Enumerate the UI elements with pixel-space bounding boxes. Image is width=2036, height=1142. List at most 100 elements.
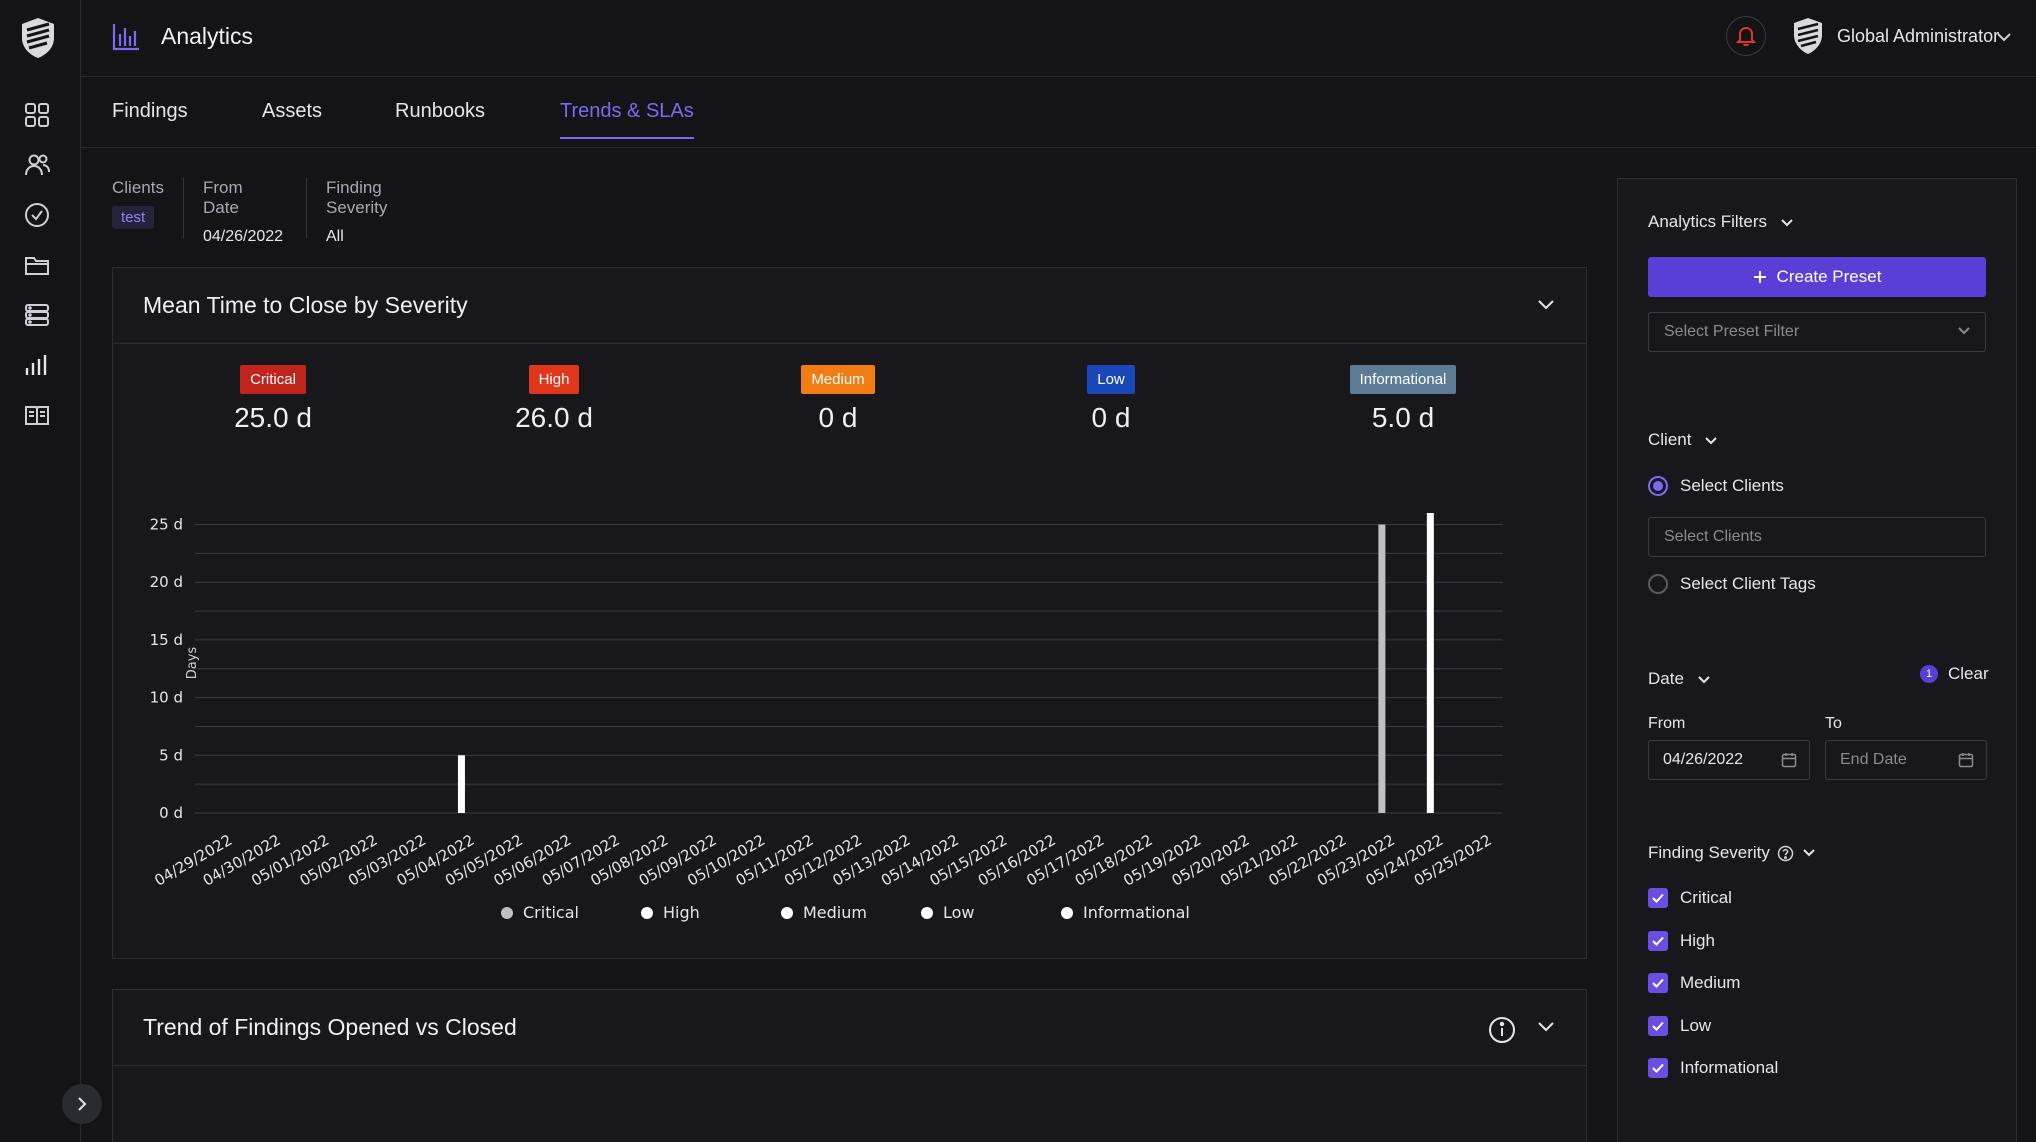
- severity-badge: Medium: [801, 365, 875, 394]
- analytics-filters-title: Analytics Filters: [1648, 212, 1768, 231]
- from-date-value: 04/26/2022: [1663, 751, 1744, 768]
- checkbox-checked[interactable]: [1648, 931, 1668, 951]
- severity-metric-informational: Informational 5.0 d: [1303, 365, 1503, 434]
- severity-option-label: Low: [1680, 1016, 1712, 1035]
- client-section-title: Client: [1648, 430, 1692, 449]
- analytics-filters-toggle[interactable]: Analytics Filters: [1648, 212, 1794, 232]
- card-title: Mean Time to Close by Severity: [143, 292, 468, 318]
- database-list-icon[interactable]: [23, 301, 51, 329]
- radio-selected[interactable]: [1648, 476, 1668, 496]
- user-avatar-shield-icon[interactable]: [1791, 16, 1825, 56]
- from-label: From: [1648, 715, 1686, 732]
- shield-logo-icon[interactable]: [18, 16, 58, 60]
- date-section-toggle[interactable]: Date: [1648, 669, 1711, 689]
- check-icon: [1652, 978, 1664, 988]
- severity-option-label: High: [1680, 931, 1715, 950]
- card-header[interactable]: Trend of Findings Opened vs Closed: [113, 990, 1586, 1066]
- y-tick-label: 20 d: [150, 573, 183, 591]
- clear-label: Clear: [1948, 664, 1989, 683]
- legend-label: Informational: [1083, 903, 1190, 922]
- from-date-input[interactable]: 04/26/2022: [1648, 740, 1810, 780]
- calendar-icon[interactable]: [1958, 752, 1974, 768]
- chevron-down-icon[interactable]: [1536, 1020, 1556, 1034]
- y-tick-label: 25 d: [150, 516, 183, 534]
- bar-informational[interactable]: [457, 755, 465, 813]
- folder-icon[interactable]: [23, 251, 51, 279]
- preset-filter-select[interactable]: Select Preset Filter: [1648, 312, 1986, 352]
- chevron-down-icon[interactable]: [1996, 30, 2012, 44]
- clear-date-button[interactable]: 1 Clear: [1920, 664, 1989, 684]
- legend-dot: [1061, 907, 1073, 919]
- to-date-input[interactable]: End Date: [1825, 740, 1987, 780]
- severity-option-label: Medium: [1680, 973, 1741, 992]
- client-section-toggle[interactable]: Client: [1648, 430, 1718, 450]
- user-menu-name[interactable]: Global Administrator: [1837, 26, 2000, 46]
- severity-section-toggle[interactable]: Finding Severity: [1648, 843, 1816, 863]
- summary-from-date-value: 04/26/2022: [203, 228, 284, 245]
- chevron-down-icon[interactable]: [1536, 298, 1556, 312]
- dashboard-grid-icon[interactable]: [23, 101, 51, 129]
- divider: [306, 178, 307, 238]
- tab-assets[interactable]: Assets: [262, 100, 323, 122]
- calendar-icon[interactable]: [1781, 752, 1797, 768]
- severity-checkbox-critical[interactable]: Critical: [1648, 888, 1732, 908]
- tab-trends-slas[interactable]: Trends & SLAs: [560, 100, 694, 139]
- tab-findings[interactable]: Findings: [112, 100, 188, 122]
- severity-section-title: Finding Severity: [1648, 843, 1770, 862]
- legend-dot: [641, 907, 653, 919]
- summary-clients: Clients test: [112, 178, 164, 238]
- severity-checkbox-low[interactable]: Low: [1648, 1016, 1711, 1036]
- card-header[interactable]: Mean Time to Close by Severity: [113, 268, 1586, 344]
- summary-from-date: From Date 04/26/2022: [203, 178, 283, 245]
- select-clients-input[interactable]: Select Clients: [1648, 517, 1986, 557]
- expand-sidebar-button[interactable]: [62, 1084, 102, 1124]
- legend-item-high[interactable]: High: [641, 903, 700, 922]
- severity-metric-value: 5.0 d: [1371, 402, 1435, 433]
- select-clients-radio[interactable]: Select Clients: [1648, 476, 1784, 496]
- page-title: Analytics: [161, 23, 254, 49]
- severity-metric-value: 0 d: [818, 402, 858, 433]
- legend-dot: [501, 907, 513, 919]
- tab-runbooks[interactable]: Runbooks: [395, 100, 486, 122]
- severity-badge: Low: [1087, 365, 1135, 394]
- radio-unselected[interactable]: [1648, 574, 1668, 594]
- bar-critical[interactable]: [1378, 524, 1386, 813]
- users-icon[interactable]: [23, 151, 51, 179]
- create-preset-button[interactable]: Create Preset: [1648, 257, 1986, 297]
- select-client-tags-radio[interactable]: Select Client Tags: [1648, 574, 1816, 594]
- check-circle-icon[interactable]: [23, 201, 51, 229]
- y-tick-label: 5 d: [159, 746, 183, 764]
- legend-item-low[interactable]: Low: [921, 903, 975, 922]
- info-icon[interactable]: [1488, 1016, 1516, 1044]
- severity-checkbox-medium[interactable]: Medium: [1648, 973, 1740, 993]
- legend-item-informational[interactable]: Informational: [1061, 903, 1190, 922]
- severity-checkbox-informational[interactable]: Informational: [1648, 1058, 1778, 1078]
- severity-checkbox-high[interactable]: High: [1648, 931, 1715, 951]
- checkbox-checked[interactable]: [1648, 973, 1668, 993]
- analytics-bars-icon[interactable]: [23, 351, 51, 379]
- legend-item-medium[interactable]: Medium: [781, 903, 867, 922]
- checkbox-checked[interactable]: [1648, 1058, 1668, 1078]
- checkbox-checked[interactable]: [1648, 1016, 1668, 1036]
- client-tag[interactable]: test: [112, 206, 155, 229]
- severity-option-label: Critical: [1680, 888, 1732, 907]
- severity-badge: Informational: [1349, 365, 1457, 394]
- card-title: Trend of Findings Opened vs Closed: [143, 1014, 517, 1040]
- checkbox-checked[interactable]: [1648, 888, 1668, 908]
- legend-label: High: [663, 903, 700, 922]
- summary-severity: Finding Severity All: [326, 178, 387, 245]
- select-clients-radio-label: Select Clients: [1680, 476, 1784, 495]
- severity-option-label: Informational: [1680, 1058, 1779, 1077]
- y-tick-label: 0 d: [159, 804, 183, 822]
- legend-dot: [781, 907, 793, 919]
- help-icon[interactable]: [1777, 845, 1794, 862]
- book-icon[interactable]: [23, 401, 51, 429]
- top-bar: Analytics Global Administrator: [81, 0, 2036, 77]
- bar-high[interactable]: [1426, 513, 1434, 813]
- analytics-chart-icon: [112, 24, 139, 51]
- legend-label: Critical: [523, 903, 579, 922]
- notifications-button[interactable]: [1726, 16, 1766, 56]
- legend-item-critical[interactable]: Critical: [501, 903, 579, 922]
- legend-dot: [921, 907, 933, 919]
- check-icon: [1652, 936, 1664, 946]
